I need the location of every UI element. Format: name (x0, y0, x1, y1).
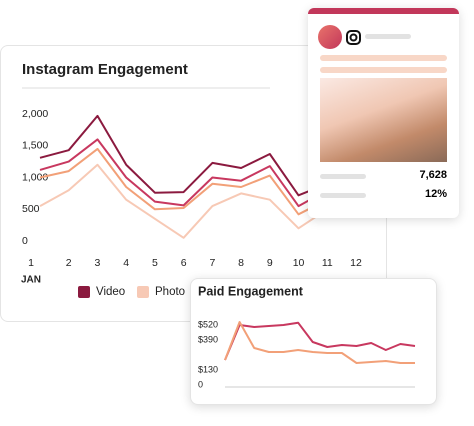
placeholder-bar (320, 55, 447, 61)
chart-title: Instagram Engagement (22, 61, 188, 78)
x-tick-sublabel: JAN (21, 275, 41, 286)
series-line (39, 138, 357, 208)
series-line (224, 321, 415, 364)
y-tick-label: 0 (198, 379, 203, 389)
x-tick-label: 10 (293, 257, 305, 269)
placeholder-bar (320, 174, 366, 179)
x-tick-label: 9 (267, 257, 273, 269)
x-tick-label: 12 (350, 257, 362, 269)
avatar (318, 25, 342, 49)
stat: 12% (424, 188, 447, 200)
y-tick-label: 1,500 (22, 140, 48, 152)
placeholder-bar (320, 67, 447, 73)
x-tick-label: 2 (66, 257, 72, 269)
instagram-icon (346, 30, 361, 45)
y-tick-label: $390 (198, 334, 218, 344)
legend-label: Video (96, 286, 125, 298)
post-card: 7,628 12% (308, 8, 459, 218)
legend-swatch (78, 286, 90, 298)
series-line (224, 321, 416, 361)
y-tick-label: $130 (198, 364, 218, 374)
y-tick-label: 1,000 (22, 171, 48, 183)
x-tick-label: 1 (28, 257, 34, 269)
x-tick-label: 6 (181, 257, 187, 269)
y-tick-label: 500 (22, 203, 40, 215)
legend-label: Photo (155, 286, 185, 298)
y-tick-label: 0 (22, 235, 28, 247)
series-line (39, 163, 357, 239)
placeholder-bar (365, 34, 411, 39)
series-line (39, 147, 357, 216)
x-tick-label: 7 (209, 257, 215, 269)
placeholder-bar (320, 193, 366, 198)
post-image (320, 78, 447, 162)
x-tick-label: 8 (238, 257, 244, 269)
x-tick-label: 4 (123, 257, 129, 269)
series-line (39, 114, 357, 197)
x-tick-label: 3 (95, 257, 101, 269)
stat: 7,628 (419, 169, 447, 181)
chart-title: Paid Engagement (198, 284, 304, 298)
x-tick-label: 11 (322, 257, 333, 269)
y-tick-label: $520 (198, 319, 218, 329)
legend-swatch (137, 286, 149, 298)
y-tick-label: 2,000 (22, 108, 48, 120)
x-tick-label: 5 (152, 257, 158, 269)
